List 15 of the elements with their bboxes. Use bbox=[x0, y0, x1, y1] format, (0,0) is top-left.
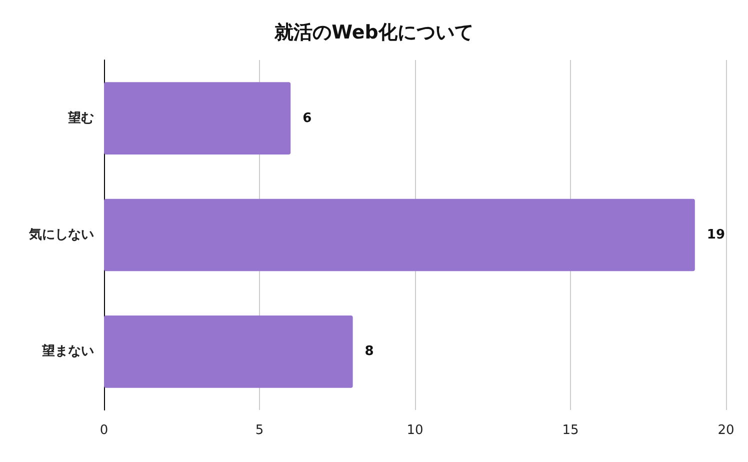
data-label: 6 bbox=[302, 110, 312, 126]
x-tick-label: 10 bbox=[406, 423, 424, 438]
data-label: 19 bbox=[706, 228, 725, 242]
y-tick-label: 望む bbox=[67, 110, 94, 126]
x-tick-label: 20 bbox=[718, 423, 734, 438]
y-tick-label: 気にしない bbox=[28, 228, 94, 242]
y-tick-label: 望まない bbox=[41, 343, 94, 360]
bar bbox=[104, 198, 695, 272]
x-tick-label: 0 bbox=[100, 423, 108, 438]
x-tick-label: 15 bbox=[562, 423, 579, 438]
chart-title: 就活のWeb化について bbox=[274, 22, 474, 44]
bar bbox=[104, 82, 291, 154]
bar bbox=[104, 316, 353, 388]
data-label: 8 bbox=[364, 344, 374, 360]
x-tick-label: 5 bbox=[255, 423, 264, 438]
